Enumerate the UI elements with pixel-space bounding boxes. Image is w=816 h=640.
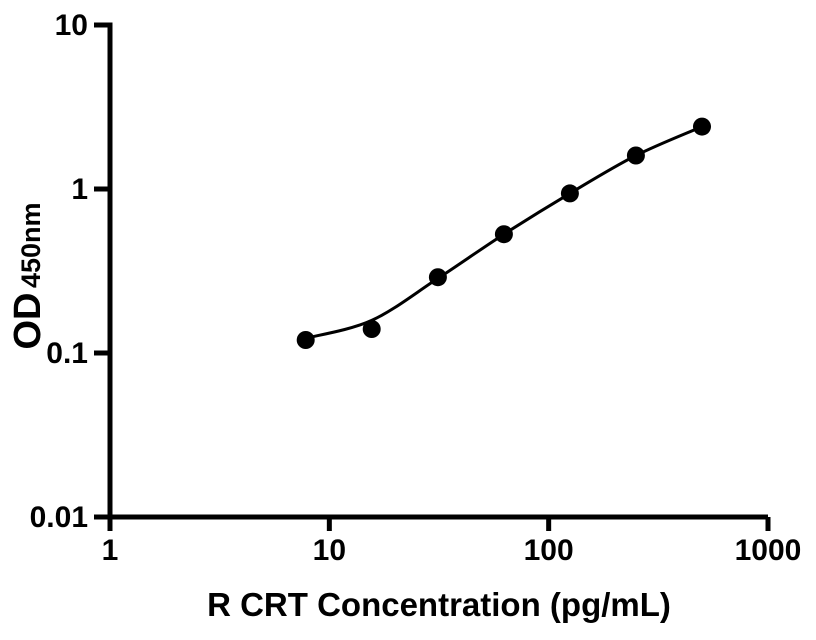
data-point	[693, 117, 711, 136]
x-tick-label: 10	[313, 534, 346, 567]
y-axis-title-main: OD	[7, 293, 49, 350]
y-tick-label: 1	[71, 173, 88, 206]
x-tick-label: 1	[102, 534, 119, 567]
y-axis-title: OD 450nm	[7, 202, 49, 349]
ticks-layer	[94, 22, 771, 531]
y-axis-title-subscript: 450nm	[16, 202, 46, 288]
data-point	[296, 331, 315, 349]
y-tick-label: 10	[55, 9, 88, 42]
data-point	[560, 184, 579, 203]
y-tick-label: 0.1	[46, 337, 88, 370]
data-point	[626, 146, 645, 165]
data-points-layer	[296, 117, 711, 349]
x-tick-label: 1000	[735, 534, 802, 567]
tick-labels-layer: 1 10 100 1000 10 1 0.1 0.01	[30, 9, 802, 567]
data-point	[362, 320, 381, 338]
x-tick-label: 100	[524, 534, 574, 567]
data-point	[428, 268, 447, 287]
y-tick-label: 0.01	[30, 501, 88, 534]
x-axis-title: R CRT Concentration (pg/mL)	[207, 586, 671, 623]
data-point	[494, 225, 513, 244]
